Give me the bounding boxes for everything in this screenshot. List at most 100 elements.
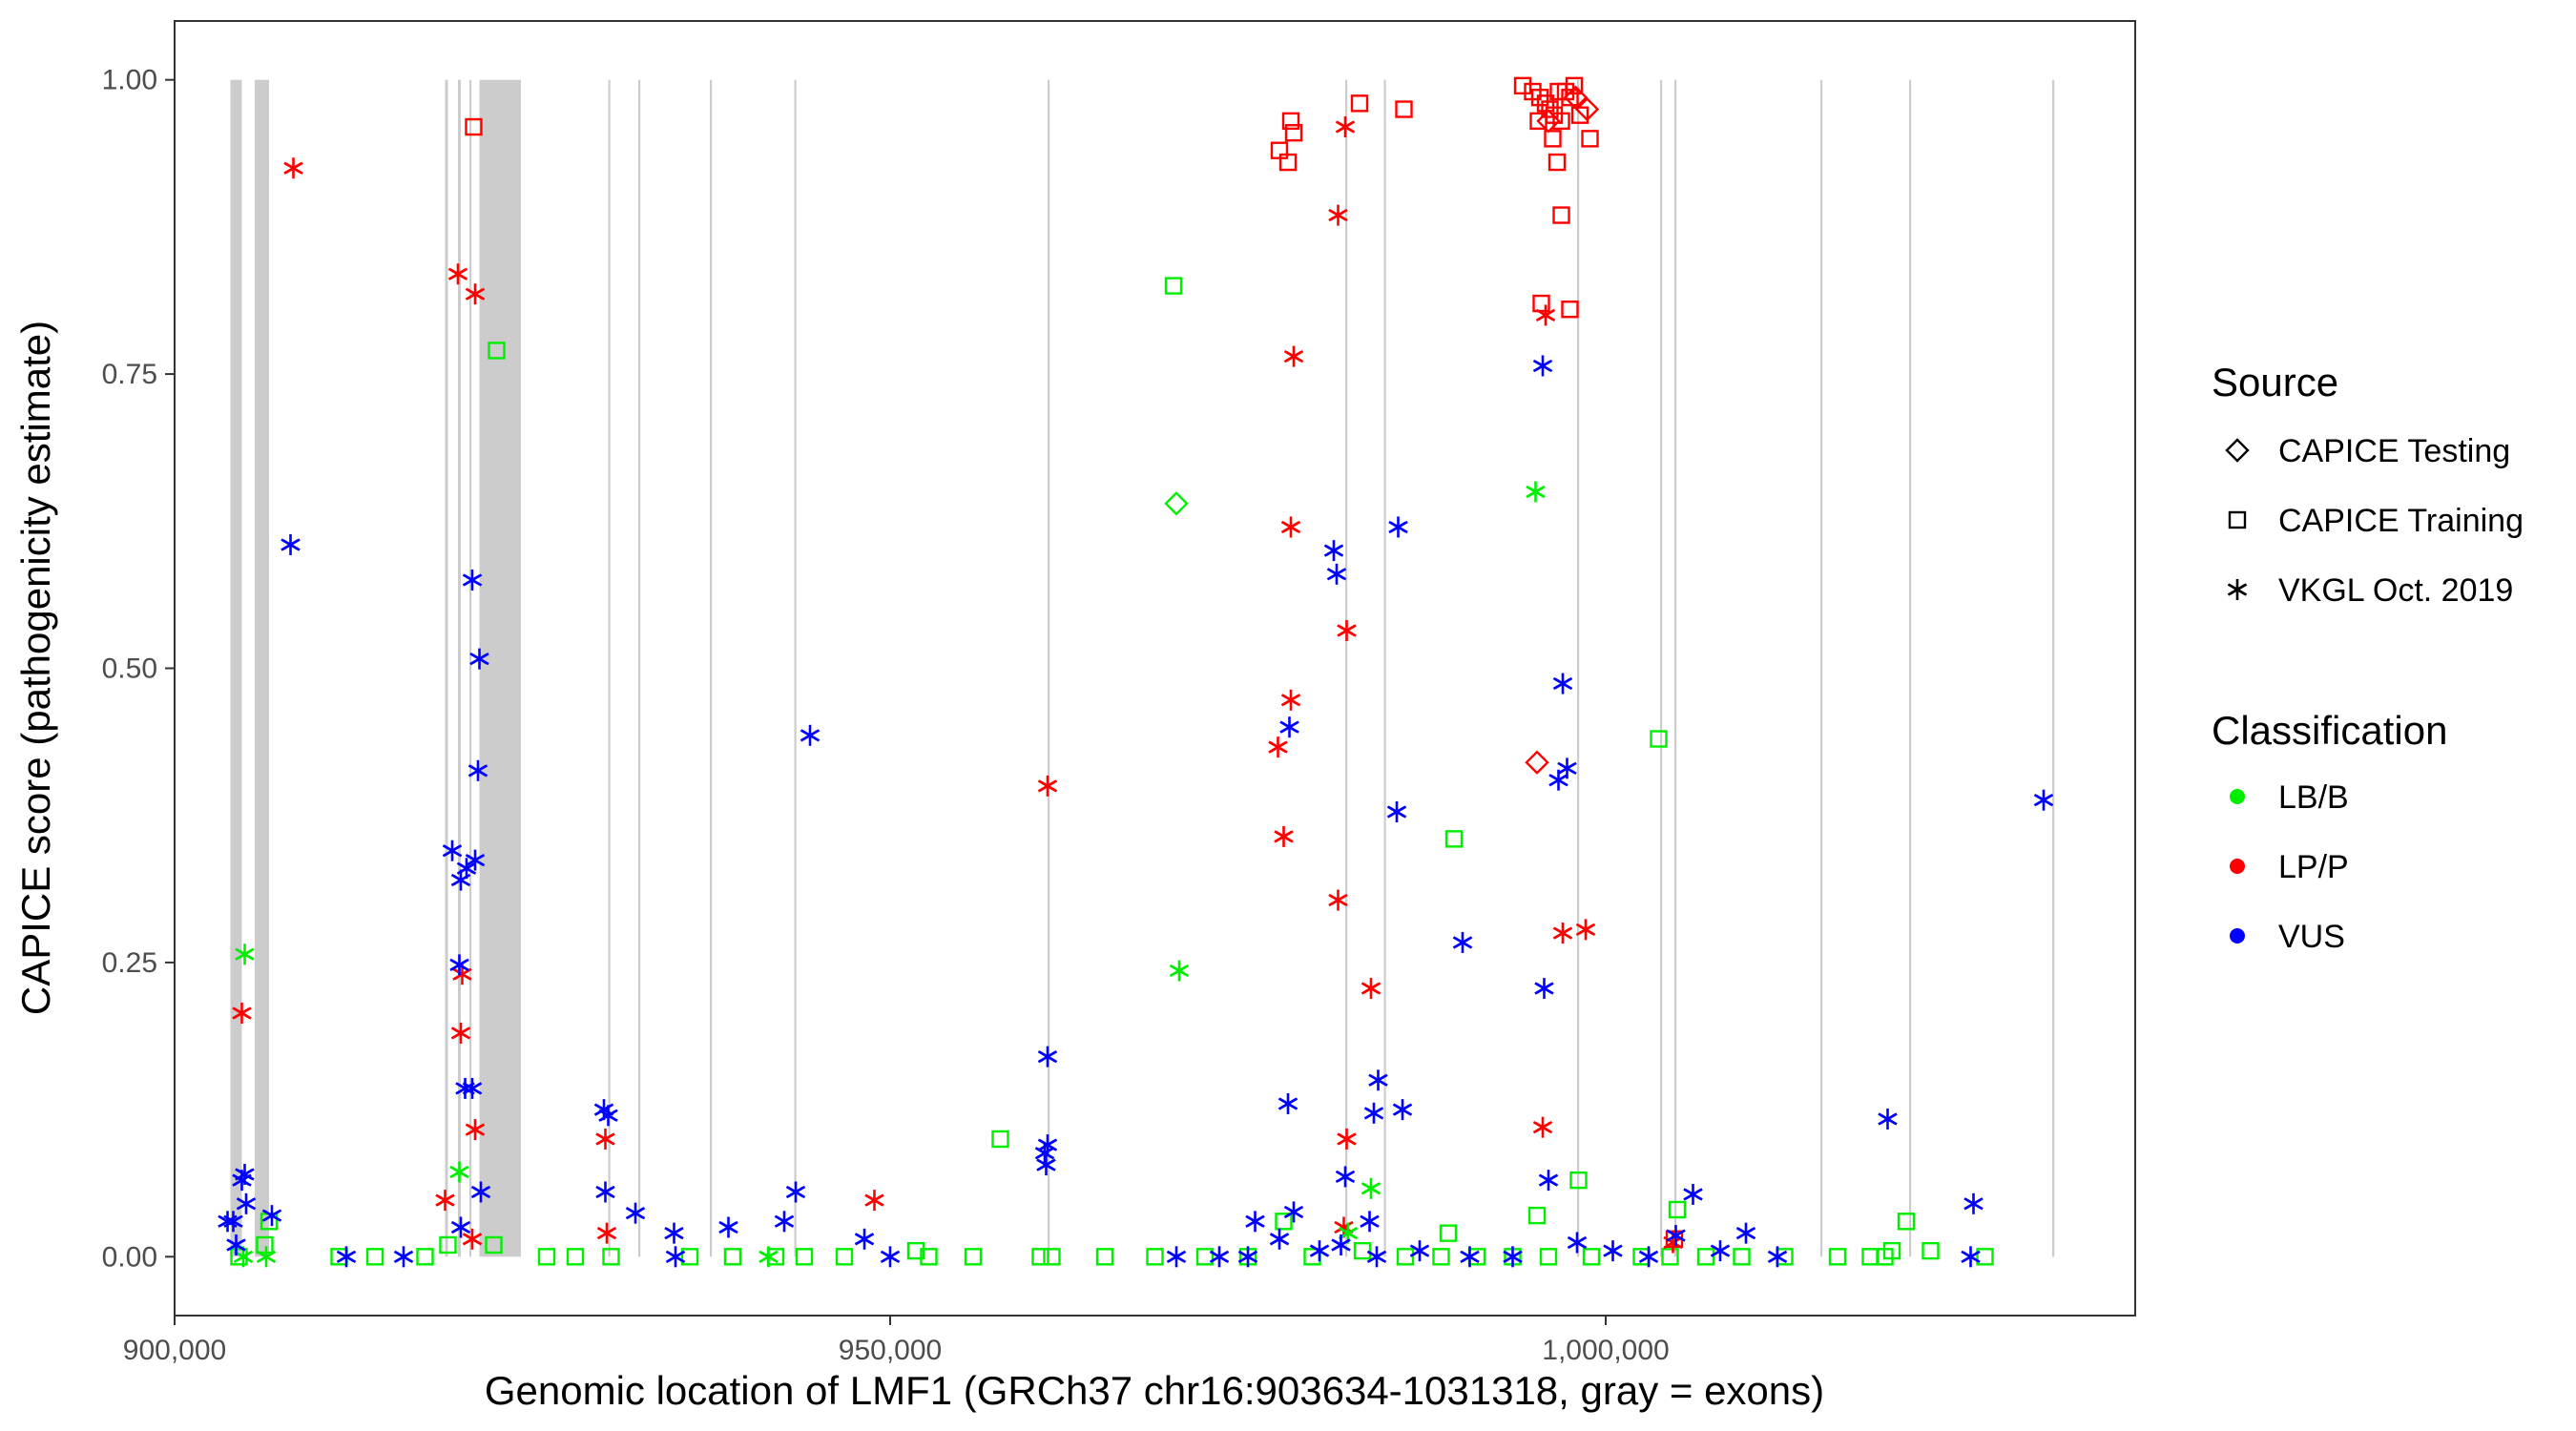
data-point bbox=[256, 1235, 274, 1255]
data-point bbox=[1567, 1232, 1588, 1254]
data-point bbox=[226, 1234, 246, 1255]
data-point bbox=[1274, 825, 1294, 847]
legend-source-item: VKGL Oct. 2019 bbox=[2227, 572, 2513, 609]
data-point bbox=[1281, 112, 1300, 131]
data-point bbox=[795, 1248, 814, 1266]
data-point bbox=[488, 342, 506, 360]
data-point bbox=[1323, 540, 1344, 562]
x-tick-label: 900,000 bbox=[123, 1335, 226, 1366]
data-point bbox=[462, 1228, 483, 1250]
x-tick-label: 1,000,000 bbox=[1542, 1335, 1669, 1366]
data-point bbox=[232, 1170, 252, 1192]
data-point bbox=[470, 1181, 491, 1203]
data-point bbox=[864, 1190, 884, 1212]
x-axis-title: Genomic location of LMF1 (GRCh37 chr16:9… bbox=[485, 1368, 1824, 1413]
data-point bbox=[439, 1235, 457, 1255]
data-point bbox=[1544, 130, 1562, 148]
legend-source-label: CAPICE Training bbox=[2278, 503, 2524, 539]
data-point bbox=[1767, 1246, 1788, 1268]
data-point bbox=[1552, 923, 1573, 944]
data-point bbox=[450, 1022, 471, 1044]
data-point bbox=[1963, 1192, 1984, 1214]
exon-band bbox=[1674, 79, 1677, 1257]
data-point bbox=[1535, 304, 1556, 326]
data-point bbox=[1552, 673, 1573, 695]
data-point bbox=[336, 1246, 357, 1268]
data-point bbox=[1534, 978, 1554, 1000]
data-point bbox=[450, 1216, 471, 1238]
legend-class-label: LP/P bbox=[2278, 849, 2349, 885]
data-point bbox=[991, 1130, 1009, 1149]
data-point bbox=[1331, 1234, 1351, 1255]
exon-band bbox=[608, 79, 611, 1257]
data-point bbox=[800, 724, 821, 746]
exon-band bbox=[794, 79, 797, 1257]
data-point bbox=[1696, 1248, 1715, 1266]
data-point bbox=[465, 283, 486, 305]
data-point bbox=[1350, 94, 1369, 113]
data-point bbox=[880, 1246, 901, 1268]
data-point bbox=[465, 1119, 486, 1141]
data-point bbox=[462, 569, 483, 591]
exon-band bbox=[1820, 79, 1823, 1257]
data-point bbox=[1710, 1240, 1731, 1262]
data-point bbox=[469, 648, 489, 670]
legend: Source CAPICE Testing CAPICE Training VKGL… bbox=[2212, 360, 2524, 955]
data-point bbox=[1169, 960, 1190, 982]
axes: 900,000 950,000 1,000,000 0.00 0.25 0.50 0.75 1… bbox=[102, 65, 1670, 1366]
dot-icon bbox=[2230, 859, 2245, 874]
legend-class-items: LB/B LP/P VUS bbox=[2230, 779, 2349, 955]
data-point bbox=[1575, 919, 1596, 941]
data-point bbox=[442, 840, 463, 861]
data-point bbox=[1043, 1248, 1061, 1266]
data-point bbox=[1563, 85, 1589, 110]
data-point bbox=[1548, 153, 1567, 172]
data-point bbox=[1368, 1069, 1388, 1091]
dot-icon bbox=[2230, 928, 2245, 944]
data-point bbox=[261, 1205, 282, 1227]
data-point bbox=[1328, 204, 1348, 226]
y-tick-label: 0.00 bbox=[102, 1241, 157, 1273]
data-point bbox=[598, 1105, 618, 1127]
legend-source-item: CAPICE Training bbox=[2228, 503, 2524, 539]
data-point bbox=[1603, 1240, 1623, 1262]
data-point bbox=[218, 1211, 238, 1233]
data-point bbox=[1409, 1240, 1430, 1262]
data-point bbox=[1878, 1108, 1898, 1130]
data-point bbox=[1532, 294, 1550, 313]
data-point bbox=[447, 263, 468, 285]
legend-source-label: VKGL Oct. 2019 bbox=[2278, 572, 2513, 609]
data-point bbox=[449, 954, 469, 976]
data-point bbox=[1353, 1241, 1372, 1260]
data-point bbox=[1527, 1206, 1547, 1225]
data-point bbox=[835, 1248, 854, 1266]
data-point bbox=[1439, 1224, 1458, 1242]
data-point bbox=[1278, 1092, 1298, 1114]
data-point bbox=[2033, 789, 2054, 811]
x-tick-label: 950,000 bbox=[839, 1335, 942, 1366]
data-point bbox=[785, 1181, 806, 1203]
data-point bbox=[1031, 1248, 1049, 1266]
dot-icon bbox=[2230, 789, 2245, 804]
data-point bbox=[1539, 1248, 1558, 1266]
legend-class-item: VUS bbox=[2230, 919, 2345, 955]
data-point bbox=[1666, 1225, 1686, 1247]
data-point bbox=[1638, 1246, 1659, 1268]
data-point bbox=[1452, 931, 1473, 953]
data-point bbox=[1581, 130, 1599, 148]
exon-band bbox=[255, 79, 269, 1257]
data-point bbox=[906, 1241, 925, 1260]
exon-band bbox=[1909, 79, 1912, 1257]
y-axis-title: CAPICE score (pathogenicity estimate) bbox=[13, 321, 58, 1015]
data-point bbox=[595, 1128, 615, 1150]
y-tick-label: 0.50 bbox=[102, 653, 157, 685]
data-point bbox=[1337, 620, 1357, 642]
legend-class-label: LB/B bbox=[2278, 779, 2349, 816]
data-point bbox=[230, 1248, 248, 1266]
plot-panel bbox=[175, 21, 2135, 1316]
data-points bbox=[218, 76, 2054, 1268]
data-point bbox=[596, 1222, 617, 1244]
data-point bbox=[1565, 76, 1584, 95]
data-point bbox=[1582, 1248, 1601, 1266]
data-point bbox=[1529, 112, 1548, 131]
